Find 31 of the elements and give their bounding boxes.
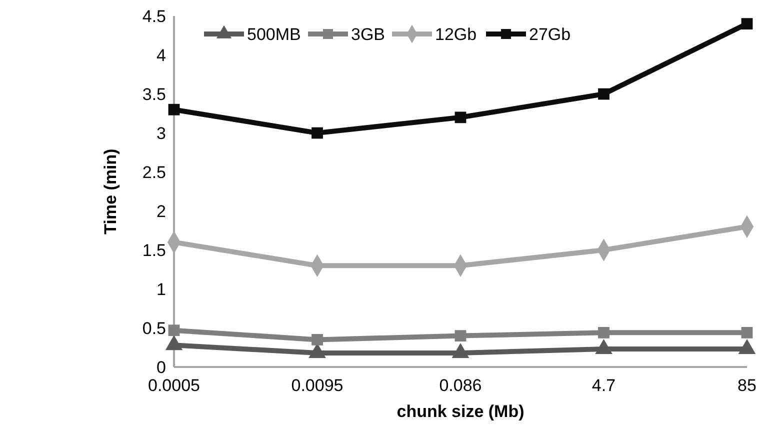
legend-label: 27Gb [529, 24, 571, 44]
y-tick-label: 1 [156, 280, 166, 299]
point [454, 112, 466, 124]
x-tick-label: 0.0005 [148, 376, 200, 395]
y-tick-label: 0.5 [142, 318, 166, 338]
y-tick-label: 1.5 [142, 240, 166, 260]
x-tick-label: 4.7 [592, 376, 616, 395]
y-tick-label: 2 [156, 202, 166, 221]
y-axis-title: Time (min) [101, 148, 120, 234]
y-tick-label: 4 [156, 46, 166, 65]
legend-label: 12Gb [435, 24, 477, 44]
point [598, 326, 610, 338]
x-tick-label: 0.0095 [291, 376, 344, 395]
point [312, 334, 323, 346]
x-axis-title: chunk size (Mb) [396, 402, 524, 421]
y-tick-label: 3 [156, 124, 166, 143]
point [312, 127, 323, 139]
point [741, 18, 753, 30]
y-tick-label: 2.5 [142, 162, 166, 182]
y-tick-label: 0 [156, 358, 166, 377]
point [454, 330, 466, 342]
x-tick-label: 0.086 [439, 376, 482, 395]
legend-label: 500MB [247, 24, 301, 44]
x-tick-label: 85 [738, 376, 756, 395]
point [168, 104, 180, 116]
y-tick-label: 4.5 [142, 6, 166, 26]
point [741, 326, 753, 338]
point [598, 88, 610, 100]
legend-label: 3GB [351, 24, 386, 44]
point [168, 324, 180, 336]
y-tick-label: 3.5 [142, 84, 166, 104]
